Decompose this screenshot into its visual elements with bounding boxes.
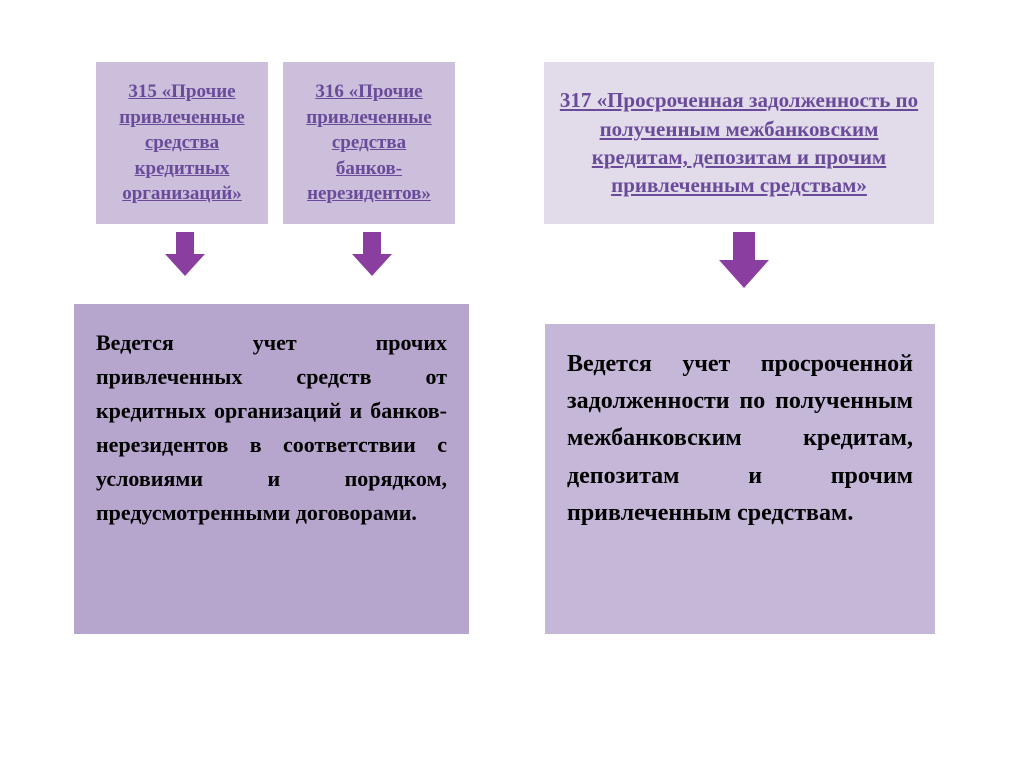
arrow-315: [165, 232, 205, 276]
arrow-316: [352, 232, 392, 276]
arrow-stem: [176, 232, 194, 254]
header-box-315: 315 «Прочие привлеченные средства кредит…: [96, 62, 268, 224]
header-text-315: 315 «Прочие привлеченные средства кредит…: [110, 79, 254, 207]
header-text-317: 317 «Просроченная задолженность по получ…: [558, 86, 920, 199]
description-text-left: Ведется учет прочих привлеченных средств…: [96, 326, 447, 531]
header-text-316: 316 «Прочие привлеченные средства банков…: [297, 79, 441, 207]
description-box-right: Ведется учет просроченной задолженности …: [545, 324, 935, 634]
header-box-316: 316 «Прочие привлеченные средства банков…: [283, 62, 455, 224]
arrow-317: [719, 232, 769, 288]
arrow-head: [352, 254, 392, 276]
arrow-stem: [733, 232, 755, 260]
arrow-stem: [363, 232, 381, 254]
header-box-317: 317 «Просроченная задолженность по получ…: [544, 62, 934, 224]
description-box-left: Ведется учет прочих привлеченных средств…: [74, 304, 469, 634]
arrow-head: [719, 260, 769, 288]
description-text-right: Ведется учет просроченной задолженности …: [567, 346, 913, 532]
arrow-head: [165, 254, 205, 276]
